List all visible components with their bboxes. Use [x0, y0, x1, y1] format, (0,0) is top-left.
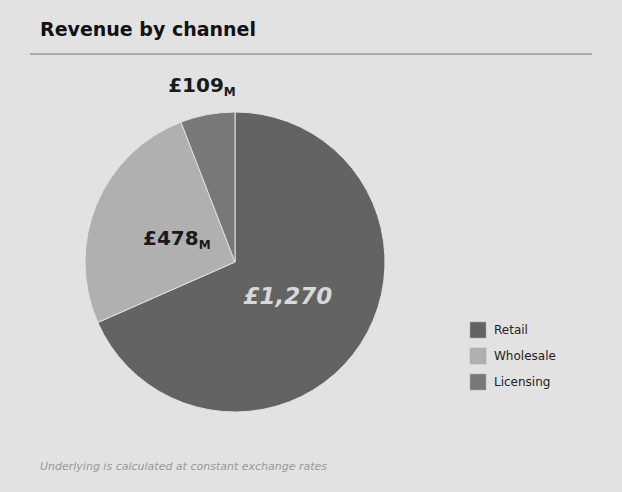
title-rule [30, 54, 592, 55]
data-label: £478M [143, 226, 211, 252]
data-label: £1,270 [243, 283, 332, 309]
title: Revenue by channel [40, 18, 256, 40]
legend-label: Licensing [494, 375, 550, 389]
slices [85, 112, 385, 412]
data-label: £109M [168, 73, 236, 99]
footnote: Underlying is calculated at constant exc… [40, 460, 327, 473]
data-labels: £1,270 £478M £109M [143, 73, 332, 309]
legend-label: Retail [494, 323, 528, 337]
legend-swatch [470, 348, 486, 364]
legend-swatch [470, 374, 486, 390]
legend-swatch [470, 322, 486, 338]
chart: Revenue by channel £1,270 £478M £109M Retail… [0, 0, 622, 492]
background [0, 0, 622, 492]
legend: Retail Wholesale Licensing [470, 322, 556, 390]
legend-label: Wholesale [494, 349, 556, 363]
